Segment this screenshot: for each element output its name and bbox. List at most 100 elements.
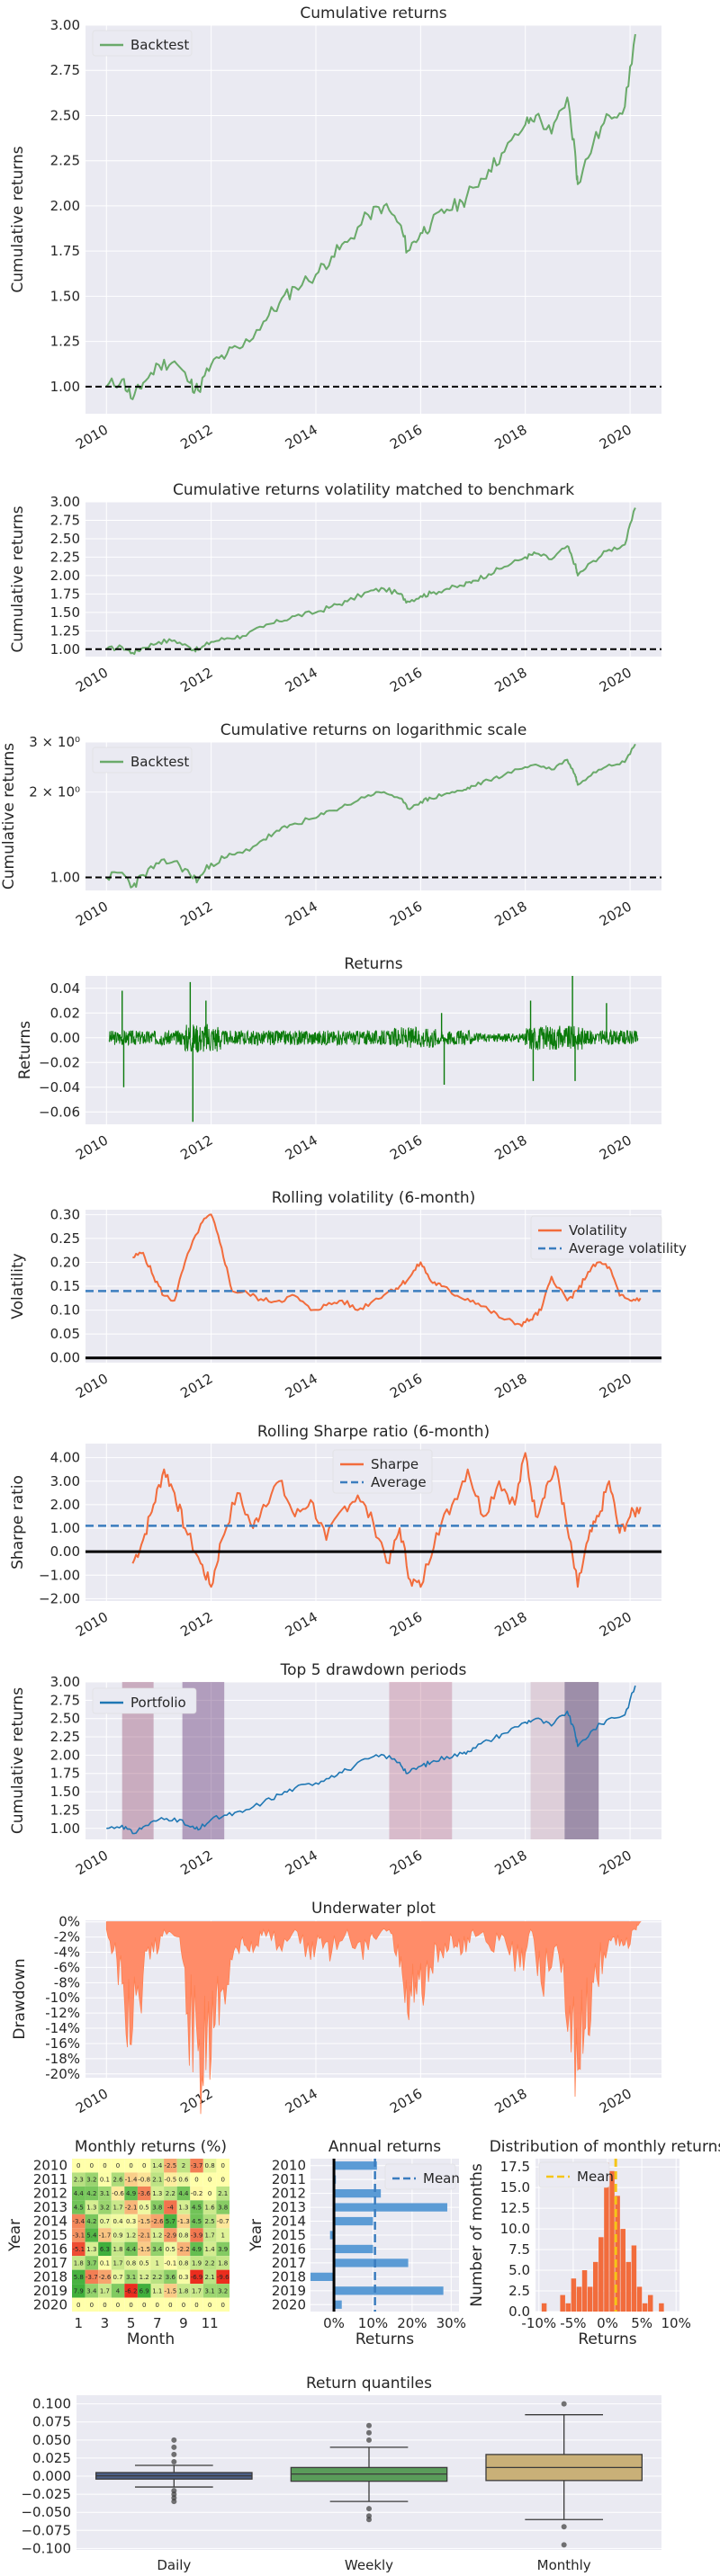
x-tick-label: 2010 bbox=[73, 422, 111, 453]
heatmap-cell bbox=[176, 2297, 191, 2312]
x-tick-label: 2020 bbox=[597, 665, 634, 696]
y-tick-label: 0.000 bbox=[32, 2468, 71, 2484]
heatmap-value: 4.5 bbox=[192, 2218, 202, 2225]
x-tick-label: 2010 bbox=[73, 1371, 111, 1402]
heatmap-cell bbox=[111, 2228, 125, 2242]
heatmap-value: -3.7 bbox=[191, 2162, 203, 2169]
year-tick-label: 2014 bbox=[33, 2214, 68, 2230]
y-tick-label: 2.00 bbox=[50, 198, 80, 214]
y-tick-label: 2.50 bbox=[50, 531, 80, 547]
heatmap-value: 2.3 bbox=[74, 2177, 84, 2184]
series-line bbox=[131, 1452, 642, 1588]
chart-title: Rolling Sharpe ratio (6-month) bbox=[257, 1423, 490, 1441]
chart-title: Cumulative returns volatility matched to… bbox=[173, 481, 574, 499]
heatmap-cell bbox=[85, 2172, 99, 2187]
category-label: Daily bbox=[157, 2557, 191, 2573]
heatmap-cell bbox=[72, 2186, 86, 2201]
legend-label: Backtest bbox=[130, 37, 189, 53]
y-tick-label: −0.025 bbox=[21, 2486, 71, 2502]
plot-area bbox=[86, 976, 662, 1124]
annual-bar bbox=[334, 2258, 409, 2267]
heatmap-value: 3.2 bbox=[218, 2287, 228, 2294]
heatmap-cell bbox=[124, 2241, 138, 2257]
heatmap-value: 0 bbox=[76, 2302, 80, 2309]
heatmap-value: 2.1 bbox=[218, 2190, 228, 2197]
y-axis-label: Cumulative returns bbox=[9, 1687, 27, 1834]
y-tick-label: -6% bbox=[54, 1959, 80, 1975]
y-tick-label: 2.25 bbox=[50, 549, 80, 565]
heatmap-cell bbox=[202, 2159, 217, 2173]
y-tick-label: 3.00 bbox=[50, 17, 80, 33]
heatmap-cell bbox=[111, 2241, 125, 2257]
heatmap-value: 1.3 bbox=[152, 2190, 162, 2197]
heatmap-cell bbox=[72, 2284, 86, 2298]
y-tick-label: 1.25 bbox=[50, 1802, 80, 1818]
heatmap-cell bbox=[150, 2269, 165, 2285]
heatmap-cell bbox=[164, 2214, 177, 2229]
heatmap-value: 3.8 bbox=[152, 2205, 162, 2212]
y-axis-label: Number of months bbox=[468, 2163, 486, 2307]
x-tick-label: 2018 bbox=[492, 1609, 530, 1641]
histogram-bar bbox=[593, 2261, 598, 2312]
heatmap-cell bbox=[202, 2297, 217, 2312]
annual-bar bbox=[329, 2231, 335, 2240]
heatmap-cell bbox=[202, 2256, 217, 2270]
y-tick-label: 5.0 bbox=[508, 2262, 530, 2278]
heatmap-value: -9.6 bbox=[217, 2274, 230, 2281]
chart-title: Monthly returns (%) bbox=[75, 2138, 227, 2156]
heatmap-value: 0 bbox=[168, 2302, 172, 2309]
chart-title: Rolling volatility (6-month) bbox=[272, 1189, 476, 1207]
heatmap-cell bbox=[202, 2214, 217, 2229]
heatmap-cell bbox=[150, 2172, 165, 2187]
y-tick-label: 1.25 bbox=[50, 334, 80, 350]
y-axis-label: Cumulative returns bbox=[0, 743, 18, 890]
x-tick-label: 2018 bbox=[492, 1847, 530, 1879]
heatmap-value: 0.8 bbox=[178, 2232, 188, 2240]
histogram-bar bbox=[626, 2261, 632, 2312]
legend-label: Sharpe bbox=[371, 1456, 418, 1472]
year-tick-label: 2013 bbox=[272, 2199, 306, 2215]
heatmap-value: 0 bbox=[194, 2302, 198, 2309]
y-tick-label: 2.75 bbox=[50, 62, 80, 78]
drawdown-band bbox=[530, 1682, 565, 1839]
legend-box bbox=[538, 2161, 610, 2188]
heatmap-value: -1.5 bbox=[165, 2287, 177, 2294]
x-tick-label: 2020 bbox=[597, 1609, 634, 1641]
x-tick-label: 2014 bbox=[283, 1371, 320, 1402]
year-tick-label: 2015 bbox=[272, 2227, 306, 2243]
heatmap-cell bbox=[164, 2269, 177, 2285]
y-tick-label: 3.00 bbox=[50, 494, 80, 510]
x-tick-label: 2018 bbox=[492, 2086, 530, 2117]
heatmap-value: 0 bbox=[182, 2302, 185, 2309]
heatmap-cell bbox=[137, 2297, 151, 2312]
outlier-point bbox=[366, 2429, 372, 2436]
heatmap-cell bbox=[190, 2186, 203, 2201]
y-tick-label: 1.00 bbox=[50, 641, 80, 657]
heatmap-cell bbox=[85, 2228, 99, 2242]
heatmap-cell bbox=[72, 2200, 86, 2214]
year-tick-label: 2017 bbox=[272, 2255, 306, 2271]
heatmap-value: -5.1 bbox=[72, 2246, 85, 2253]
y-tick-label: 0.02 bbox=[50, 1005, 80, 1021]
heatmap-cell bbox=[98, 2256, 112, 2270]
heatmap-cell bbox=[190, 2256, 203, 2270]
heatmap-value: 1.7 bbox=[112, 2259, 122, 2267]
heatmap-value: 5.7 bbox=[166, 2218, 176, 2225]
heatmap-value: 1.8 bbox=[112, 2246, 122, 2253]
heatmap-cell bbox=[150, 2200, 165, 2214]
heatmap-value: 0 bbox=[103, 2302, 106, 2309]
heatmap-value: 3.4 bbox=[86, 2287, 97, 2294]
heatmap-cell bbox=[150, 2297, 165, 2312]
heatmap-value: 2.2 bbox=[152, 2274, 162, 2281]
x-tick-label: 2014 bbox=[283, 2086, 320, 2117]
heatmap-value: 3.9 bbox=[218, 2246, 228, 2253]
x-tick-label: -10% bbox=[521, 2315, 556, 2331]
heatmap-value: 0 bbox=[129, 2302, 132, 2309]
heatmap-cell bbox=[85, 2269, 99, 2285]
month-tick-label: 9 bbox=[179, 2315, 188, 2331]
y-tick-label: 3.00 bbox=[50, 1674, 80, 1690]
x-tick-label: 2020 bbox=[597, 899, 634, 930]
plot-area bbox=[86, 25, 662, 414]
